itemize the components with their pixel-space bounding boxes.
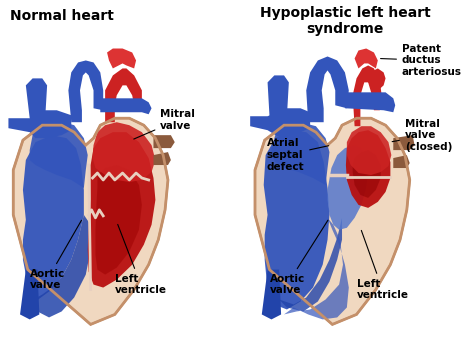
Polygon shape	[264, 130, 329, 309]
Polygon shape	[268, 75, 289, 116]
Polygon shape	[393, 155, 410, 168]
Polygon shape	[355, 49, 378, 68]
Text: Aortic
valve: Aortic valve	[30, 220, 82, 290]
Polygon shape	[250, 108, 310, 136]
Text: Normal heart: Normal heart	[10, 9, 114, 23]
Text: Atrial
septal
defect: Atrial septal defect	[266, 138, 328, 172]
Polygon shape	[328, 145, 368, 230]
Polygon shape	[345, 92, 395, 112]
Polygon shape	[353, 65, 382, 126]
Polygon shape	[9, 110, 71, 138]
Polygon shape	[353, 150, 381, 198]
Polygon shape	[393, 135, 415, 150]
Polygon shape	[262, 270, 281, 319]
Text: Mitral
valve: Mitral valve	[134, 109, 195, 139]
Polygon shape	[88, 132, 155, 288]
Polygon shape	[284, 218, 349, 319]
Polygon shape	[100, 98, 152, 114]
Polygon shape	[306, 56, 349, 122]
Polygon shape	[346, 130, 391, 208]
Text: Mitral
valve
(closed): Mitral valve (closed)	[392, 119, 452, 152]
Polygon shape	[30, 215, 91, 318]
Polygon shape	[68, 61, 103, 122]
Text: Left
ventricle: Left ventricle	[115, 225, 167, 295]
Polygon shape	[154, 152, 171, 165]
Polygon shape	[272, 122, 329, 185]
Polygon shape	[13, 118, 168, 325]
Polygon shape	[30, 120, 88, 188]
Polygon shape	[23, 135, 84, 302]
Polygon shape	[368, 68, 385, 92]
Polygon shape	[154, 135, 175, 148]
Text: Left
ventricle: Left ventricle	[356, 231, 409, 300]
Polygon shape	[20, 270, 39, 319]
Polygon shape	[107, 49, 136, 68]
Polygon shape	[270, 218, 342, 312]
Polygon shape	[92, 122, 155, 182]
Text: Patent
ductus
arteriosus: Patent ductus arteriosus	[381, 44, 462, 77]
Polygon shape	[347, 126, 392, 175]
Polygon shape	[26, 78, 47, 118]
Text: Aortic
valve: Aortic valve	[270, 220, 328, 295]
Polygon shape	[95, 165, 142, 275]
Polygon shape	[255, 118, 410, 325]
Polygon shape	[105, 68, 142, 122]
Text: Hypoplastic left heart
syndrome: Hypoplastic left heart syndrome	[260, 6, 430, 36]
